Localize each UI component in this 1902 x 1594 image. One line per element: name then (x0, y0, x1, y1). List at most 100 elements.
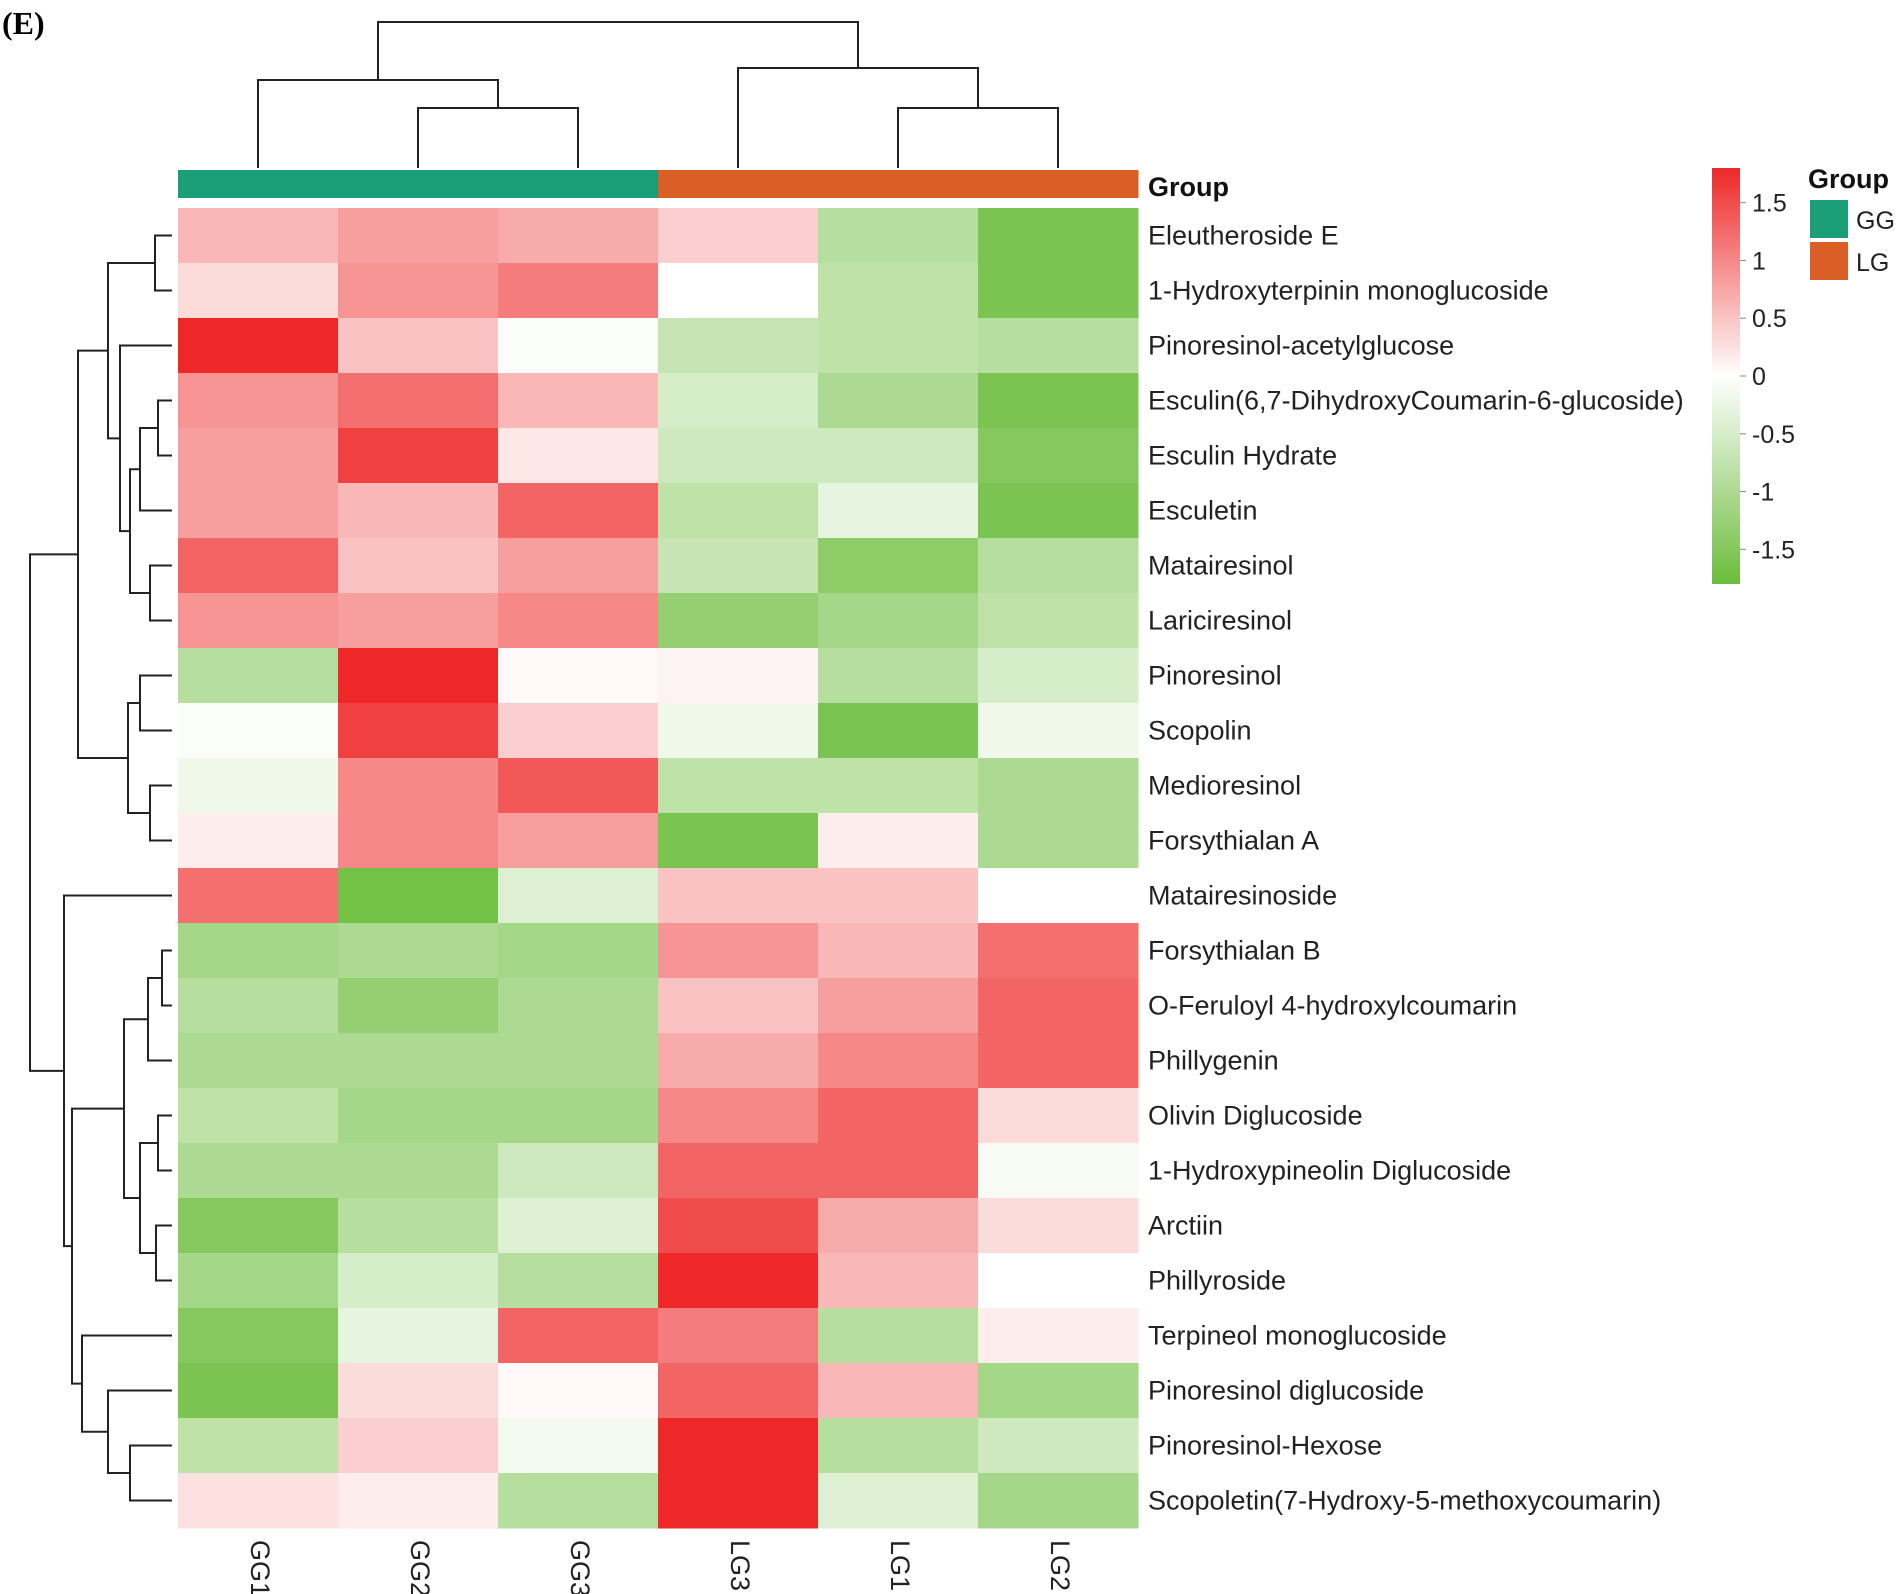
dendrogram-link (119, 344, 172, 533)
heatmap-cell (818, 1418, 979, 1474)
scale-tick-label: -1 (1752, 479, 1774, 507)
heatmap-cell (978, 1363, 1139, 1419)
heatmap-cell (178, 868, 339, 924)
row-labels: Eleutheroside E 1-Hydroxyterpinin monoglu… (1148, 221, 1684, 1516)
heatmap-cell (178, 813, 339, 869)
heatmap-cell (818, 1198, 979, 1254)
row-label: Phillyroside (1148, 1266, 1286, 1296)
group-legend-swatch (1810, 242, 1848, 280)
heatmap-cell (178, 1088, 339, 1144)
heatmap-cell (338, 1143, 499, 1199)
row-label: Esculetin (1148, 496, 1258, 526)
heatmap-cell (178, 1253, 339, 1309)
heatmap-cell (338, 923, 499, 979)
heatmap-cell (338, 1088, 499, 1144)
heatmap-cell (338, 1033, 499, 1089)
row-label: O-Feruloyl 4-hydroxylcoumarin (1148, 991, 1517, 1021)
row-label: Esculin(6,7-DihydroxyCoumarin-6-glucosid… (1148, 386, 1684, 416)
row-label: Lariciresinol (1148, 606, 1292, 636)
scale-tick-label: -0.5 (1752, 421, 1795, 449)
heatmap-cell (658, 373, 819, 429)
dendrogram-link (154, 234, 172, 292)
heatmap-cell (498, 538, 659, 594)
column-dendrogram (257, 21, 1059, 168)
heatmap-cell (498, 1198, 659, 1254)
row-label: Esculin Hydrate (1148, 441, 1337, 471)
heatmap-cell (498, 428, 659, 484)
dendrogram-link (737, 67, 979, 168)
heatmap-cell (498, 648, 659, 704)
heatmap-cell (178, 1363, 339, 1419)
heatmap-cell (658, 1363, 819, 1419)
heatmap-cell (818, 263, 979, 319)
dendrogram-link (257, 79, 499, 168)
scale-tick-label: 0 (1752, 363, 1766, 391)
heatmap-cell (498, 593, 659, 649)
heatmap-cell (658, 318, 819, 374)
heatmap-cell (978, 923, 1139, 979)
column-label: LG3 (725, 1540, 755, 1591)
heatmap-cell (818, 1308, 979, 1364)
heatmap-cell (658, 1088, 819, 1144)
heatmap-cell (498, 923, 659, 979)
heatmap-cell (978, 1198, 1139, 1254)
group-annotation-bar (178, 170, 1139, 198)
heatmap-cell (978, 538, 1139, 594)
heatmap-cell (498, 1088, 659, 1144)
dendrogram-link (147, 977, 172, 1062)
heatmap-cell (978, 208, 1139, 264)
heatmap-cell (338, 813, 499, 869)
heatmap-cell (338, 538, 499, 594)
dendrogram-link (139, 674, 172, 732)
heatmap-cell (818, 1363, 979, 1419)
heatmap-cell (338, 978, 499, 1034)
row-label: Pinoresinol-Hexose (1148, 1431, 1382, 1461)
heatmap-cell (658, 758, 819, 814)
heatmap-cell (178, 208, 339, 264)
heatmap-cell (658, 813, 819, 869)
dendrogram-link (107, 1389, 172, 1474)
heatmap-cell (818, 1253, 979, 1309)
heatmap-cell (658, 483, 819, 539)
heatmap-cell (498, 318, 659, 374)
heatmap-cell (818, 428, 979, 484)
group-legend-title: Group (1808, 164, 1889, 194)
heatmap-cell (498, 208, 659, 264)
heatmap-cell (498, 813, 659, 869)
row-label: Eleutheroside E (1148, 221, 1339, 251)
row-label: Scopolin (1148, 716, 1252, 746)
heatmap-cell (818, 483, 979, 539)
group-annotation-cell (658, 170, 819, 198)
heatmap-cell (338, 318, 499, 374)
heatmap-cell (498, 1473, 659, 1529)
scale-tick-label: 1.5 (1752, 190, 1787, 218)
heatmap-cell (498, 1308, 659, 1364)
heatmap-cell (178, 318, 339, 374)
row-dendrogram (29, 234, 172, 1502)
heatmap-cell (498, 1363, 659, 1419)
column-label: GG2 (405, 1540, 435, 1594)
heatmap-cell (658, 1418, 819, 1474)
heatmap-cell (818, 758, 979, 814)
group-annotation-cell (338, 170, 499, 198)
panel-label: (E) (2, 5, 45, 41)
heatmap-cell (178, 1418, 339, 1474)
heatmap-cell (978, 1418, 1139, 1474)
row-label: Pinoresinol-acetylglucose (1148, 331, 1454, 361)
heatmap-cell (978, 758, 1139, 814)
heatmap-cell (178, 1143, 339, 1199)
heatmap-cells (178, 208, 1139, 1529)
group-legend-label: LG (1856, 249, 1889, 277)
heatmap-cell (658, 868, 819, 924)
heatmap-cell (338, 208, 499, 264)
dendrogram-link (417, 107, 579, 168)
heatmap-cell (658, 703, 819, 759)
scale-tick-label: -1.5 (1752, 536, 1795, 564)
heatmap-cell (818, 923, 979, 979)
heatmap-cell (178, 758, 339, 814)
heatmap-cell (658, 1473, 819, 1529)
heatmap-cell (978, 373, 1139, 429)
heatmap-cell (658, 1308, 819, 1364)
heatmap-cell (658, 1033, 819, 1089)
heatmap-cell (978, 1033, 1139, 1089)
